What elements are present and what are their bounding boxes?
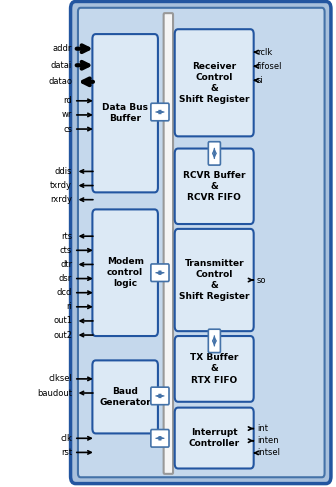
FancyBboxPatch shape — [175, 29, 254, 136]
Text: txrdy: txrdy — [50, 181, 72, 190]
FancyBboxPatch shape — [151, 387, 169, 405]
Text: rxrdy: rxrdy — [50, 195, 72, 204]
Text: dcd: dcd — [57, 288, 72, 297]
Text: cs: cs — [63, 125, 72, 133]
Text: dsr: dsr — [59, 274, 72, 283]
Text: TX Buffer
&
RTX FIFO: TX Buffer & RTX FIFO — [190, 353, 238, 385]
FancyBboxPatch shape — [208, 142, 220, 165]
Text: wr: wr — [62, 111, 72, 119]
Text: clksel: clksel — [48, 375, 72, 383]
FancyBboxPatch shape — [71, 1, 331, 484]
Text: ddis: ddis — [55, 167, 72, 176]
Text: so: so — [257, 276, 266, 284]
Text: Interrupt
Controller: Interrupt Controller — [188, 428, 240, 448]
Text: RCVR Buffer
&
RCVR FIFO: RCVR Buffer & RCVR FIFO — [183, 170, 246, 202]
Text: addr: addr — [53, 44, 72, 53]
FancyBboxPatch shape — [78, 8, 325, 477]
FancyBboxPatch shape — [175, 408, 254, 468]
Text: intsel: intsel — [257, 449, 280, 457]
Text: Modem
control
logic: Modem control logic — [107, 257, 144, 288]
Text: rclk: rclk — [257, 48, 272, 56]
FancyBboxPatch shape — [92, 209, 158, 336]
FancyBboxPatch shape — [175, 336, 254, 402]
Text: cts: cts — [60, 246, 72, 255]
FancyBboxPatch shape — [164, 13, 173, 474]
Text: fifosel: fifosel — [257, 62, 283, 71]
Text: Data Bus
Buffer: Data Bus Buffer — [102, 103, 148, 123]
FancyBboxPatch shape — [151, 264, 169, 281]
FancyBboxPatch shape — [151, 430, 169, 447]
FancyBboxPatch shape — [175, 229, 254, 331]
FancyBboxPatch shape — [208, 329, 220, 353]
Text: out2: out2 — [53, 331, 72, 339]
Text: rst: rst — [61, 448, 72, 457]
Text: Baud
Generator: Baud Generator — [99, 387, 151, 407]
Text: si: si — [257, 76, 264, 85]
Text: Receiver
Control
&
Shift Register: Receiver Control & Shift Register — [179, 62, 249, 104]
Text: datao: datao — [48, 77, 72, 86]
Text: baudout: baudout — [37, 389, 72, 397]
Text: out1: out1 — [53, 317, 72, 325]
Text: ri: ri — [67, 302, 72, 311]
Text: datai: datai — [51, 61, 72, 70]
FancyBboxPatch shape — [151, 103, 169, 121]
FancyBboxPatch shape — [92, 360, 158, 433]
Text: int: int — [257, 424, 268, 433]
FancyBboxPatch shape — [175, 149, 254, 224]
Text: rts: rts — [61, 232, 72, 241]
FancyBboxPatch shape — [92, 34, 158, 192]
Text: Transmitter
Control
&
Shift Register: Transmitter Control & Shift Register — [179, 259, 249, 301]
Text: clk: clk — [60, 434, 72, 443]
Text: dtr: dtr — [60, 260, 72, 269]
Text: inten: inten — [257, 436, 279, 445]
Text: rd: rd — [64, 96, 72, 105]
